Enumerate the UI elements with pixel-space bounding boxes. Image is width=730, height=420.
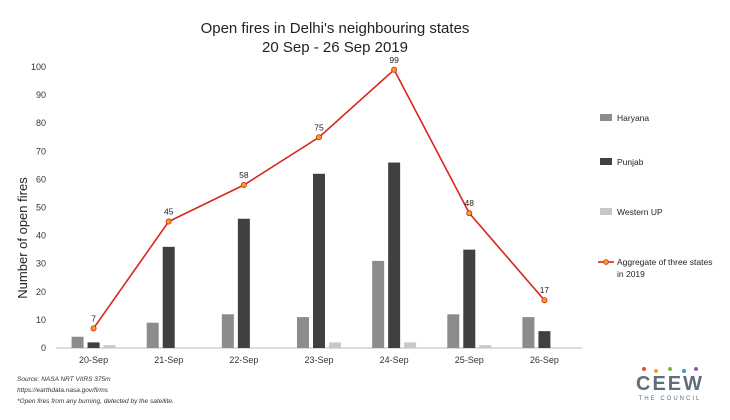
bar: [479, 345, 492, 348]
line-point: [541, 297, 548, 304]
bar: [463, 249, 476, 348]
x-tick-label: 21-Sep: [154, 355, 183, 365]
logo-name: CEEW: [636, 373, 704, 395]
source-line-1: Source: NASA NRT VIIRS 375m: [17, 376, 111, 383]
bar: [237, 218, 250, 348]
bar: [388, 162, 401, 348]
legend-label: Western UP: [617, 207, 663, 217]
bar-series: [71, 162, 551, 348]
bar: [87, 342, 100, 348]
y-tick-label: 40: [36, 231, 46, 241]
y-tick-label: 100: [31, 62, 46, 72]
y-tick-label: 30: [36, 259, 46, 269]
bar: [447, 314, 460, 348]
y-axis-label: Number of open fires: [15, 177, 30, 299]
bar: [372, 260, 385, 348]
x-tick-label: 20-Sep: [79, 355, 108, 365]
data-label: 17: [540, 285, 550, 295]
logo-dot: [668, 367, 672, 371]
line-point: [90, 325, 97, 332]
legend-marker: [603, 259, 609, 265]
bar: [146, 322, 159, 348]
line-point: [391, 66, 398, 73]
line-point: [240, 182, 247, 189]
legend-swatch: [600, 114, 612, 121]
bar: [522, 317, 535, 348]
bar: [329, 342, 341, 348]
chart-subtitle: 20 Sep - 26 Sep 2019: [262, 39, 408, 56]
bar: [404, 342, 417, 348]
y-tick-label: 80: [36, 118, 46, 128]
legend-swatch: [600, 208, 612, 215]
chart-title: Open fires in Delhi's neighbouring state…: [201, 20, 470, 37]
legend-label: Aggregate of three states in 2019: [617, 257, 712, 279]
logo-dot: [642, 367, 646, 371]
line-point: [466, 210, 473, 217]
bar: [162, 246, 175, 348]
y-tick-label: 0: [41, 343, 46, 353]
logo-dot: [694, 367, 698, 371]
data-label: 58: [239, 170, 249, 180]
data-label: 48: [465, 198, 475, 208]
bar: [313, 173, 325, 348]
y-axis-ticks: 0 10 20 30 40 50 60 70 80 90 100: [31, 62, 46, 353]
bar: [103, 345, 116, 348]
bar: [538, 331, 551, 348]
y-tick-label: 60: [36, 174, 46, 184]
legend-label: Punjab: [617, 157, 644, 167]
bar: [297, 317, 309, 348]
x-axis-ticks: 20-Sep 21-Sep 22-Sep 23-Sep 24-Sep 25-Sep 26-S…: [79, 355, 559, 365]
ceew-logo: CEEW THE COUNCIL: [624, 367, 716, 402]
x-tick-label: 26-Sep: [530, 355, 559, 365]
data-label: 75: [314, 122, 324, 132]
y-tick-label: 70: [36, 146, 46, 156]
logo-dot: [654, 369, 658, 373]
data-label: 7: [91, 313, 96, 323]
data-label: 99: [389, 55, 399, 65]
line-series: 7 45 58 75 99 48 17: [90, 55, 550, 332]
x-tick-label: 22-Sep: [229, 355, 258, 365]
logo-dots: [624, 367, 716, 373]
logo-dot: [682, 369, 686, 373]
y-tick-label: 10: [36, 315, 46, 325]
line-point: [165, 218, 172, 225]
y-tick-label: 90: [36, 90, 46, 100]
bar: [71, 336, 84, 348]
line-point: [315, 134, 322, 141]
y-tick-label: 50: [36, 203, 46, 213]
source-line-2: https://earthdata.nasa.gov/firms: [17, 387, 109, 394]
data-label: 45: [164, 207, 174, 217]
logo-subtitle: THE COUNCIL: [638, 396, 702, 402]
x-tick-label: 24-Sep: [380, 355, 409, 365]
y-tick-label: 20: [36, 287, 46, 297]
x-tick-label: 23-Sep: [304, 355, 333, 365]
legend-label: Haryana: [617, 113, 649, 123]
source-line-3: *Open fires from any burning, detected b…: [17, 398, 174, 405]
legend-swatch: [600, 158, 612, 165]
bar: [221, 314, 234, 348]
legend: Haryana Punjab Western UP Aggregate of thre…: [598, 113, 712, 279]
x-tick-label: 25-Sep: [455, 355, 484, 365]
